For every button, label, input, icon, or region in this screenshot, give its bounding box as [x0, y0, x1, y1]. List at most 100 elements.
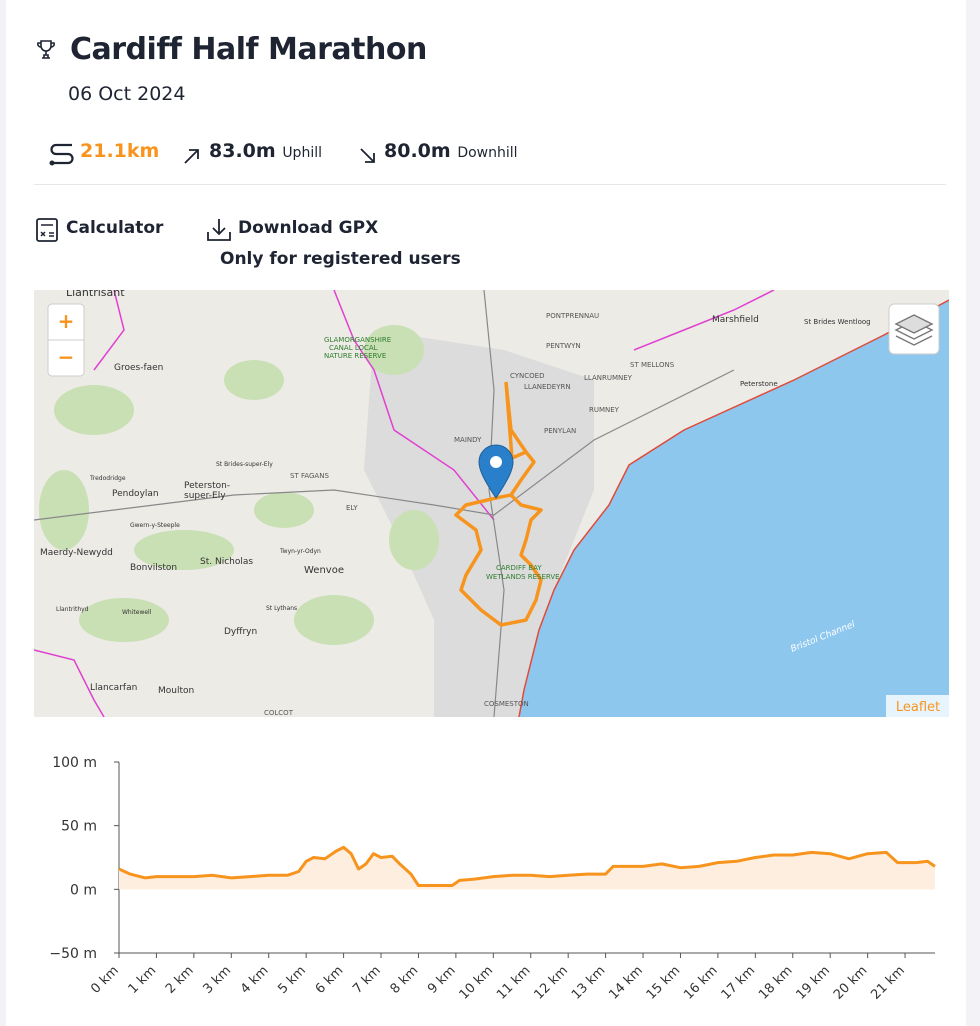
railways [34, 290, 735, 717]
x-tick-label: 3 km [200, 963, 234, 997]
urban-area [364, 330, 594, 717]
map-label: Gwern-y-Steeple [130, 522, 180, 529]
map-label: RUMNEY [589, 406, 620, 414]
attribution[interactable]: Leaflet [896, 700, 940, 715]
elevation-chart: 100 m 50 m 0 m −50 m0 km 1 km 2 km 3 km 4 km 5 k… [49, 755, 936, 1003]
uphill-label: Uphill [282, 145, 322, 161]
route-icon [49, 143, 74, 166]
elevation-line [118, 845, 936, 887]
x-tick-label: 5 km [275, 963, 309, 997]
downhill-value: 80.0m [384, 140, 451, 162]
sea [519, 300, 949, 717]
downhill: 80.0m Downhill [384, 140, 518, 162]
trophy-icon [37, 40, 55, 59]
x-tick-label: 7 km [350, 963, 384, 997]
map-label: St Lythans [266, 605, 297, 612]
x-tick-label: 15 km [644, 963, 684, 1003]
y-tick-label: 50 m [61, 819, 97, 835]
uphill-value: 83.0m [209, 140, 276, 162]
x-tick-label: 21 km [868, 963, 908, 1003]
map-label: Bonvilston [130, 563, 177, 573]
date: 06 Oct 2024 [68, 83, 186, 105]
x-tick-label: 2 km [163, 963, 197, 997]
x-tick-label: 19 km [794, 963, 834, 1003]
map-label: PENTWYN [546, 342, 581, 350]
map-label: ST MELLONS [630, 361, 675, 369]
map-label: Pendoylan [112, 489, 159, 499]
downhill-label: Downhill [457, 145, 518, 161]
elevation-area [119, 847, 935, 890]
map-label: NATURE RESERVE [324, 352, 386, 360]
download-button[interactable]: Download GPX [238, 218, 379, 238]
uphill: 83.0m Uphill [209, 140, 322, 162]
map-label: St. Nicholas [200, 557, 253, 567]
coast-boundary [518, 299, 949, 717]
green-areas [39, 325, 439, 645]
map-label: Tredodridge [89, 475, 126, 482]
map-label: PONTPRENNAU [546, 312, 599, 320]
x-tick-label: 0 km [88, 963, 122, 997]
map-label: COSMESTON [484, 700, 529, 708]
map-label: COLCOT [264, 709, 294, 717]
map-label: Llantrithyd [56, 606, 89, 613]
map-label: Maerdy-Newydd [40, 548, 113, 558]
map-label: Groes-faen [114, 363, 163, 373]
map-label: St Brides Wentloog [804, 318, 871, 326]
map-label: super-Ely [184, 491, 226, 501]
x-tick-label: 8 km [388, 963, 422, 997]
y-tick-label: −50 m [49, 946, 97, 962]
x-tick-label: 20 km [831, 963, 871, 1003]
map-label: Dyffryn [224, 627, 257, 637]
x-tick-label: 14 km [606, 963, 646, 1003]
map-label: Peterstone [740, 380, 778, 388]
map-label: Moulton [158, 686, 194, 696]
map-label: CANAL LOCAL [329, 344, 378, 352]
map-label: CYNCOED [510, 372, 545, 380]
x-tick-label: 4 km [238, 963, 272, 997]
map-label: MAINDY [454, 436, 482, 444]
x-tick-label: 17 km [719, 963, 759, 1003]
uphill-icon [184, 149, 199, 164]
map-label: LLANRUMNEY [584, 374, 633, 382]
map-label: St Brides-super-Ely [216, 461, 273, 468]
downhill-icon [360, 148, 375, 163]
zoom-in[interactable]: + [58, 309, 75, 333]
x-tick-label: 10 km [457, 963, 497, 1003]
map-label: CARDIFF BAY [496, 564, 542, 572]
calculator-button[interactable]: Calculator [66, 218, 164, 238]
map-label: Wenvoe [304, 565, 344, 576]
map-label: Peterston- [184, 481, 230, 491]
map-label: Marshfield [712, 315, 759, 325]
x-tick-label: 16 km [681, 963, 721, 1003]
start-marker[interactable] [478, 444, 514, 499]
zoom-out[interactable]: − [58, 345, 75, 369]
map-label: GLAMORGANSHIRE [324, 336, 391, 344]
x-tick-label: 6 km [313, 963, 347, 997]
title: Cardiff Half Marathon [70, 32, 427, 67]
zoom-control: + − [47, 303, 85, 377]
map-label: Llancarfan [90, 683, 137, 693]
map-label: ELY [346, 504, 358, 512]
distance: 21.1km [80, 140, 160, 162]
x-tick-label: 12 km [531, 963, 571, 1003]
x-tick-label: 9 km [425, 963, 459, 997]
download-icon [207, 219, 231, 241]
map-label: LLANEDEYRN [524, 383, 571, 391]
x-tick-label: 1 km [126, 963, 160, 997]
y-tick-label: 100 m [52, 755, 97, 771]
map-label: ST FAGANS [290, 472, 329, 480]
attribution-box [886, 695, 949, 717]
download-note: Only for registered users [220, 249, 461, 269]
y-tick-label: 0 m [70, 882, 97, 898]
map-label: Whitewell [122, 609, 152, 616]
map[interactable]: Llantrisant Groes-faen GLAMORGANSHIRECANAL… [34, 290, 949, 717]
calculator-icon [36, 218, 58, 242]
map-label: Llantrisant [66, 290, 125, 299]
map-label: Twyn-yr-Odyn [279, 548, 321, 555]
map-label: PENYLAN [544, 427, 576, 435]
card: Cardiff Half Marathon 06 Oct 2024 21.1km… [6, 0, 966, 1026]
x-tick-label: 18 km [756, 963, 796, 1003]
x-tick-label: 11 km [494, 963, 534, 1003]
layers-button[interactable] [888, 303, 940, 355]
